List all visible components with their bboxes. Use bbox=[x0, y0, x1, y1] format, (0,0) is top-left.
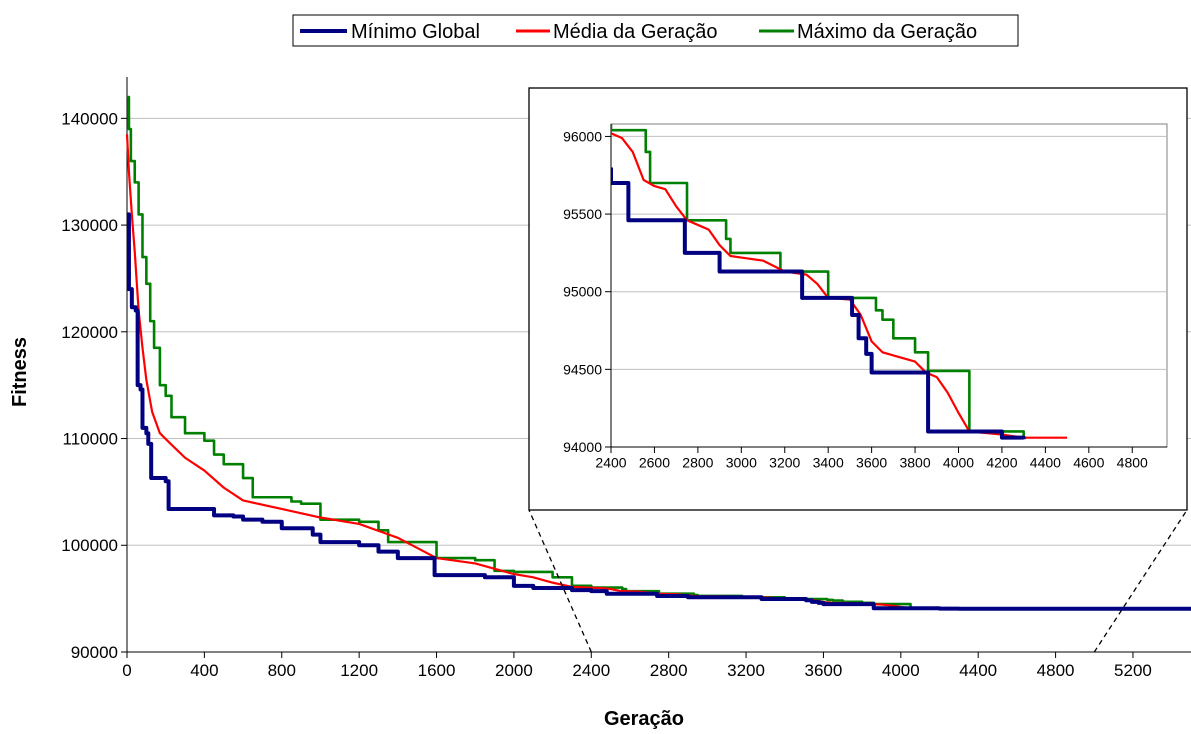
inset-x-tick-label: 3400 bbox=[813, 455, 844, 471]
main-x-tick-label: 3200 bbox=[727, 661, 765, 680]
main-x-tick-label: 4000 bbox=[882, 661, 920, 680]
inset-series-line-mean bbox=[611, 132, 1068, 439]
legend-label-mean: Média da Geração bbox=[553, 21, 718, 43]
main-x-tick-label: 5200 bbox=[1114, 661, 1152, 680]
inset-x-tick-label: 4400 bbox=[1030, 455, 1061, 471]
inset-series bbox=[611, 124, 1068, 440]
main-y-tick-label: 120000 bbox=[61, 323, 118, 342]
main-x-tick-label: 0 bbox=[122, 661, 131, 680]
inset-x-tick-label: 4600 bbox=[1073, 455, 1104, 471]
y-axis-title: Fitness bbox=[9, 337, 31, 407]
inset-y-tick-label: 96000 bbox=[563, 128, 602, 144]
main-x-tick-label: 4400 bbox=[959, 661, 997, 680]
main-x-tick-label: 2400 bbox=[572, 661, 610, 680]
main-y-tick-label: 130000 bbox=[61, 216, 118, 235]
main-y-tick-label: 100000 bbox=[61, 536, 118, 555]
x-axis-title: Geração bbox=[604, 708, 684, 729]
inset-y-tick-label: 94500 bbox=[563, 361, 602, 377]
inset-x-tick-label: 3200 bbox=[769, 455, 800, 471]
inset-x-tick-label: 3800 bbox=[899, 455, 930, 471]
legend: Mínimo Global Média da Geração Máximo da… bbox=[292, 14, 1019, 47]
inset-plot-frame bbox=[610, 123, 1168, 448]
legend-label-max: Máximo da Geração bbox=[797, 21, 977, 43]
main-y-tick-label: 110000 bbox=[63, 429, 118, 448]
inset-x-tick-label: 3000 bbox=[726, 455, 757, 471]
main-series-line-max bbox=[127, 95, 1191, 610]
connector-left bbox=[528, 509, 592, 653]
legend-label-min: Mínimo Global bbox=[351, 21, 480, 43]
main-x-tick-label: 1200 bbox=[340, 661, 378, 680]
inset-y-tick-label: 95500 bbox=[563, 206, 602, 222]
inset-plot: 94000 94500 95000 95500 96000 2400 2600 2800 300… bbox=[528, 87, 1188, 511]
main-y-tick-label: 140000 bbox=[61, 109, 118, 128]
inset-connectors bbox=[528, 509, 1188, 653]
main-x-tick-label: 2000 bbox=[495, 661, 533, 680]
inset-x-tick-label: 4800 bbox=[1117, 455, 1148, 471]
inset-x-tick-label: 3600 bbox=[856, 455, 887, 471]
main-x-tick-label: 4800 bbox=[1037, 661, 1075, 680]
main-x-tick-label: 3600 bbox=[805, 661, 843, 680]
main-series-line-min bbox=[126, 212, 1191, 611]
inset-x-tick-label: 4000 bbox=[943, 455, 974, 471]
inset-series-line-min bbox=[611, 167, 1026, 440]
inset-y-tick-label: 95000 bbox=[563, 284, 602, 300]
main-x-tick-label: 2800 bbox=[650, 661, 688, 680]
inset-x-tick-label: 2400 bbox=[595, 455, 626, 471]
inset-x-tick-label: 2800 bbox=[682, 455, 713, 471]
main-x-tick-label: 1600 bbox=[418, 661, 456, 680]
main-series bbox=[125, 95, 1191, 611]
main-x-tick-label: 800 bbox=[268, 661, 296, 680]
main-x-tick-label: 400 bbox=[190, 661, 218, 680]
inset-y-tick-label: 94000 bbox=[563, 439, 602, 455]
legend-box bbox=[292, 14, 1019, 47]
main-y-tick-label: 90000 bbox=[71, 643, 118, 662]
inset-x-tick-label: 2600 bbox=[639, 455, 670, 471]
inset-x-tick-label: 4200 bbox=[986, 455, 1017, 471]
connector-right bbox=[1093, 509, 1188, 653]
